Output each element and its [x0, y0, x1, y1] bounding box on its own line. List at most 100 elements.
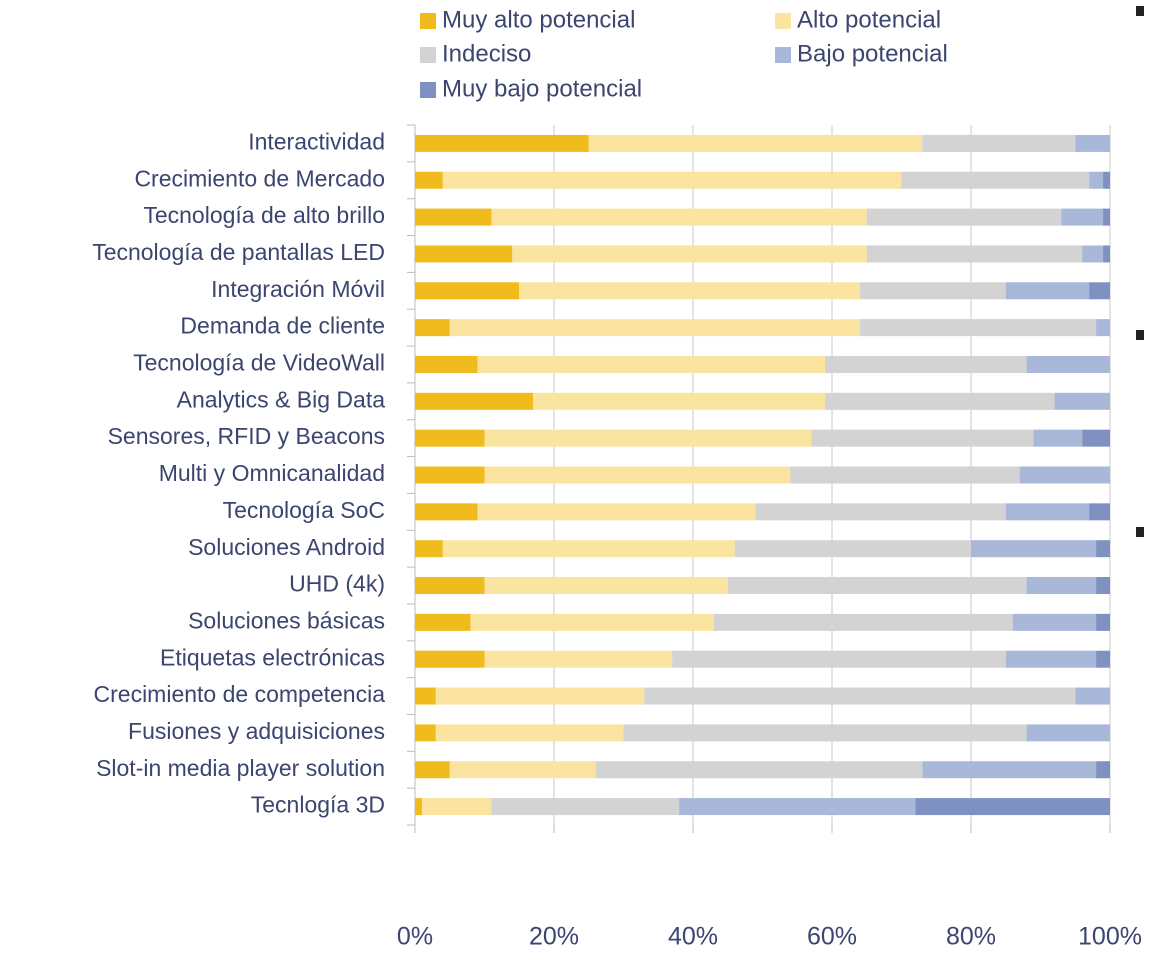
bar-segment: [484, 466, 791, 484]
bar-segment: [415, 613, 471, 631]
x-tick-label: 20%: [529, 923, 579, 951]
bar-segment: [922, 134, 1076, 152]
bar-segment: [1026, 724, 1110, 742]
bar-segment: [1026, 355, 1110, 373]
y-tick-label: Analytics & Big Data: [177, 386, 386, 412]
bar-segment: [415, 503, 478, 521]
bar-segment: [415, 282, 520, 300]
y-tick-label: Multi y Omnicanalidad: [159, 460, 385, 486]
bar-segment: [866, 245, 1083, 263]
y-tick-label: Tecnología de VideoWall: [133, 350, 385, 376]
bar-segment: [901, 171, 1090, 189]
y-tick-label: Interactividad: [248, 128, 385, 154]
x-tick-label: 80%: [946, 923, 996, 951]
y-tick-label: Soluciones Android: [188, 534, 385, 560]
bar-segment: [672, 650, 1006, 668]
bar-segment: [449, 761, 596, 779]
bar-segment: [1005, 503, 1090, 521]
bar-segment: [415, 540, 443, 558]
bar-segment: [435, 687, 645, 705]
bar-segment: [588, 134, 923, 152]
bar-segment: [415, 171, 443, 189]
bar-segment: [1096, 540, 1110, 558]
bar-segment: [477, 503, 756, 521]
bar-segment: [1026, 577, 1097, 595]
bar-segment: [415, 724, 436, 742]
legend-swatch: [420, 13, 436, 29]
y-tick-label: Tecnología de alto brillo: [143, 202, 385, 228]
bar-segment: [1061, 208, 1104, 226]
bar-segment: [415, 392, 534, 410]
y-tick-label: Soluciones básicas: [188, 607, 385, 633]
bar-segment: [1096, 761, 1110, 779]
bar-segment: [825, 392, 1055, 410]
bar-segment: [415, 798, 422, 816]
bar-segment: [415, 429, 485, 447]
bar-segment: [644, 687, 1076, 705]
bar-segment: [442, 540, 735, 558]
bar-segment: [415, 466, 485, 484]
x-tick-label: 0%: [397, 923, 433, 951]
bullet: [1136, 527, 1144, 537]
bar-segment: [734, 540, 971, 558]
bar-segment: [415, 208, 492, 226]
bar-segment: [755, 503, 1006, 521]
bar-segment: [859, 319, 1097, 337]
y-tick-label: UHD (4k): [289, 571, 385, 597]
bar-segment: [1075, 134, 1110, 152]
bar-segment: [415, 761, 450, 779]
bar-segment: [971, 540, 1097, 558]
bullet: [1136, 6, 1144, 16]
bar-segment: [1089, 282, 1110, 300]
bar-segment: [1089, 503, 1110, 521]
bar-segment: [922, 761, 1097, 779]
y-tick-label: Etiquetas electrónicas: [160, 644, 385, 670]
bar-segment: [484, 650, 673, 668]
bar-segment: [415, 319, 450, 337]
legend-label: Alto potencial: [797, 6, 941, 33]
bar-segment: [866, 208, 1062, 226]
bar-segment: [595, 761, 923, 779]
bar-segment: [449, 319, 860, 337]
bar-segment: [713, 613, 1013, 631]
bar-segment: [477, 355, 826, 373]
bar-segment: [415, 134, 589, 152]
bar-segment: [1033, 429, 1083, 447]
bar-segment: [415, 687, 436, 705]
bullet: [1136, 330, 1144, 340]
y-tick-label: Fusiones y adquisiciones: [128, 718, 385, 744]
bar-segment: [859, 282, 1006, 300]
bar-segment: [491, 208, 867, 226]
x-tick-label: 100%: [1078, 923, 1142, 951]
bar-segment: [1103, 171, 1110, 189]
bar-segment: [1096, 613, 1110, 631]
bar-segment: [811, 429, 1034, 447]
bar-segment: [491, 798, 680, 816]
bar-segment: [679, 798, 916, 816]
legend-label: Indeciso: [442, 40, 531, 67]
legend-swatch: [420, 47, 436, 63]
bar-segment: [1019, 466, 1110, 484]
y-tick-label: Crecimiento de Mercado: [134, 165, 385, 191]
x-tick-label: 60%: [807, 923, 857, 951]
bar-segment: [415, 650, 485, 668]
bar-segment: [1005, 650, 1097, 668]
bar-segment: [1082, 245, 1104, 263]
bar-segment: [1012, 613, 1097, 631]
legend-swatch: [775, 47, 791, 63]
bar-segment: [1096, 650, 1110, 668]
legend-label: Bajo potencial: [797, 40, 948, 67]
legend-swatch: [775, 13, 791, 29]
y-tick-label: Sensores, RFID y Beacons: [108, 423, 385, 449]
bar-segment: [1096, 577, 1110, 595]
bar-segment: [512, 245, 867, 263]
y-tick-label: Crecimiento de competencia: [94, 681, 386, 707]
bar-segment: [435, 724, 624, 742]
bar-segment: [825, 355, 1027, 373]
bar-segment: [421, 798, 492, 816]
bar-segment: [415, 355, 478, 373]
legend-label: Muy bajo potencial: [442, 75, 642, 102]
bar-segment: [519, 282, 860, 300]
bar-segment: [1096, 319, 1110, 337]
